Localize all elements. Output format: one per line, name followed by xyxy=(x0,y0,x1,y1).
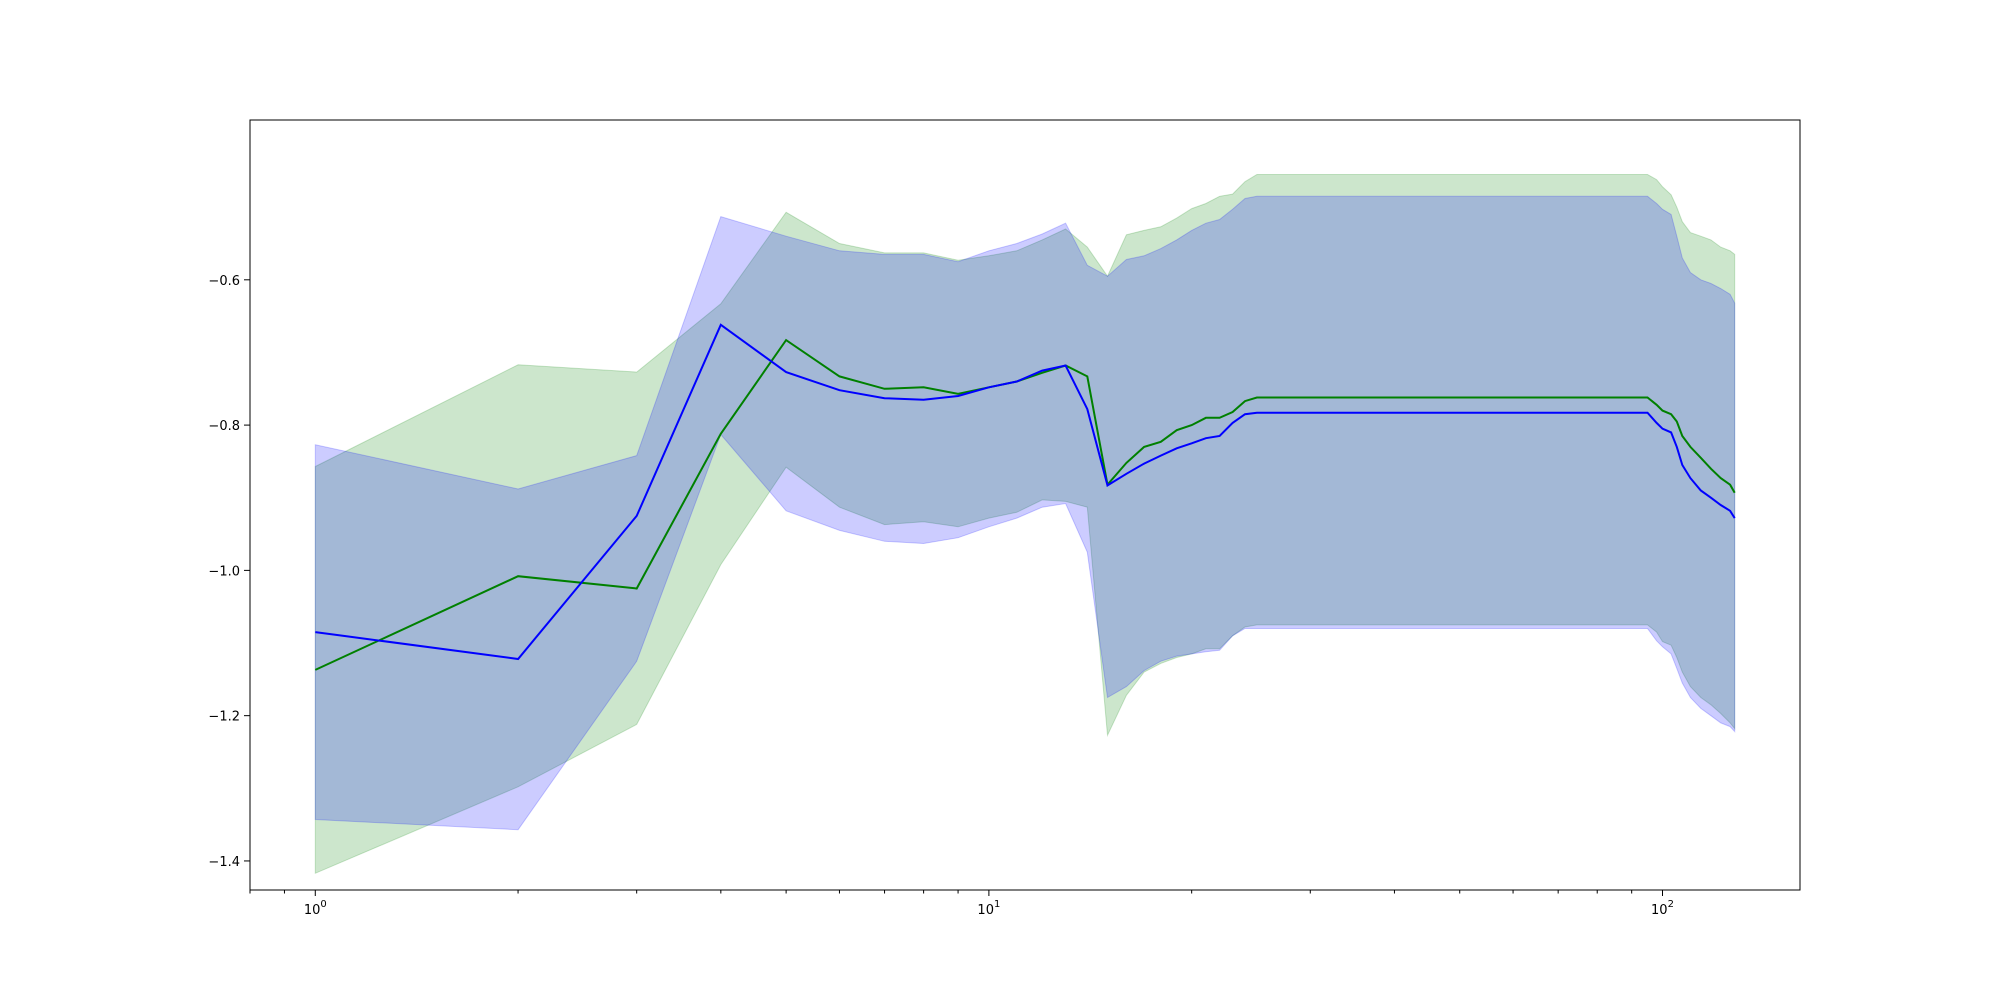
series-lines xyxy=(314,323,1736,671)
y-tick-label: −1.2 xyxy=(208,710,240,725)
y-tick-label: −1.4 xyxy=(208,855,240,870)
y-tick-label: −0.6 xyxy=(208,274,240,289)
x-axis: 100 101 102 xyxy=(249,890,1674,918)
series-2-line xyxy=(315,323,1736,661)
x-tick-label: 100 xyxy=(304,899,327,918)
x-tick-label: 101 xyxy=(977,899,1000,918)
series-2-band xyxy=(314,195,1736,831)
y-tick-label: −1.0 xyxy=(208,564,240,579)
plot-frame xyxy=(249,119,1801,891)
x-tick-label: 102 xyxy=(1651,899,1674,918)
y-axis: −0.6 −0.8 −1.0 −1.2 −1.4 xyxy=(208,274,250,870)
series-1-band xyxy=(314,174,1736,875)
y-tick-label: −0.8 xyxy=(208,419,240,434)
confidence-bands xyxy=(314,174,1736,875)
series-1-line xyxy=(314,338,1736,671)
